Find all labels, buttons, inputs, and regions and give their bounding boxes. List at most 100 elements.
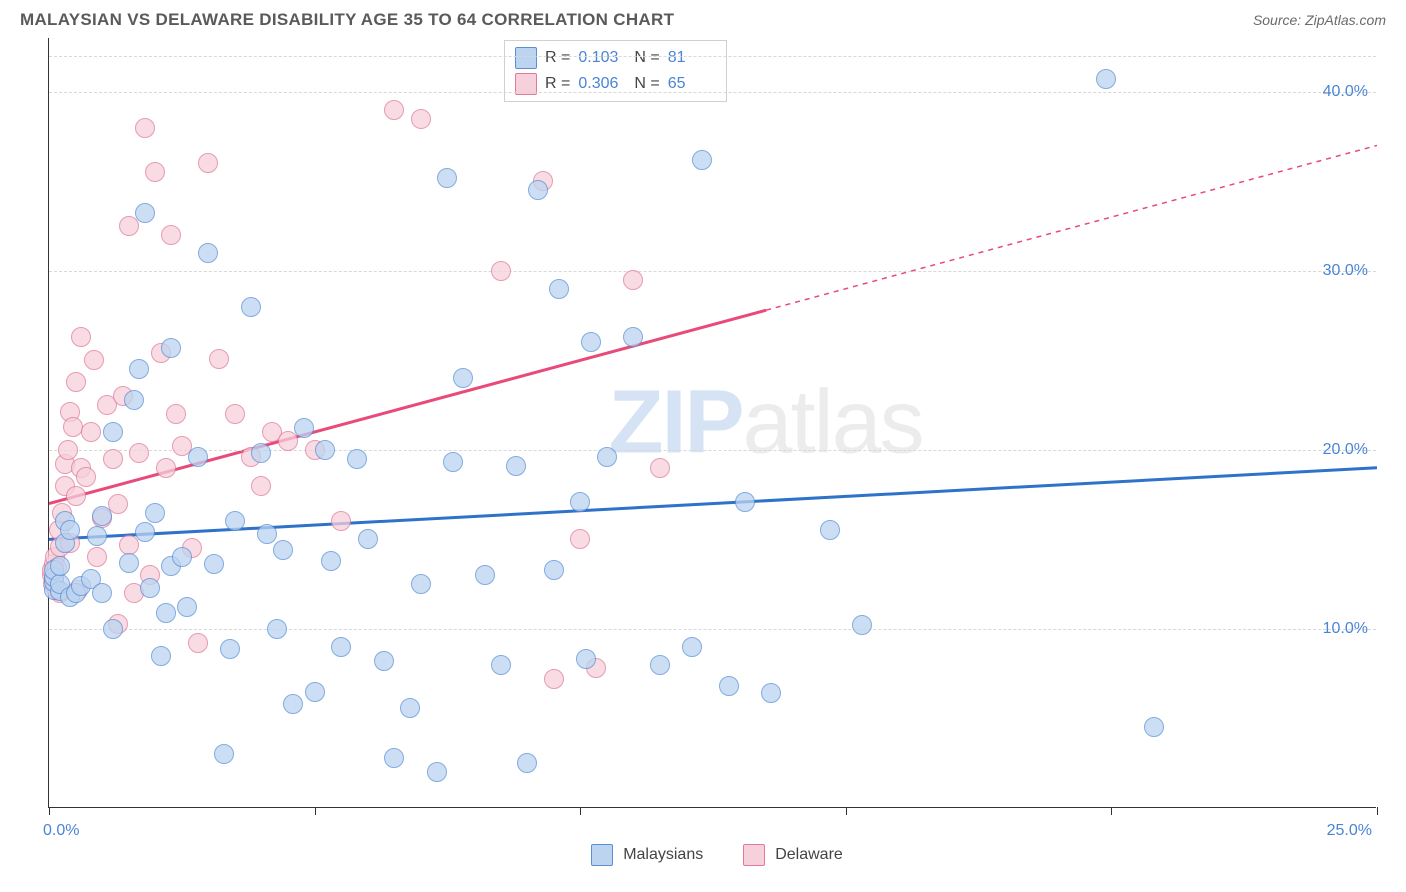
watermark-right: atlas	[743, 372, 923, 472]
y-tick-label: 20.0%	[1323, 441, 1368, 459]
scatter-point	[161, 338, 181, 358]
scatter-point	[177, 597, 197, 617]
scatter-point	[103, 422, 123, 442]
scatter-point	[151, 646, 171, 666]
legend-n-value: 65	[668, 75, 716, 93]
scatter-point	[135, 522, 155, 542]
x-tick	[49, 807, 50, 815]
legend-series-label: Delaware	[775, 846, 843, 864]
y-tick-label: 10.0%	[1323, 620, 1368, 638]
scatter-point	[251, 443, 271, 463]
scatter-point	[60, 520, 80, 540]
scatter-point	[1144, 717, 1164, 737]
scatter-point	[257, 524, 277, 544]
scatter-point	[528, 180, 548, 200]
legend-stats-row: R =0.103N =81	[515, 45, 716, 71]
scatter-point	[411, 109, 431, 129]
scatter-point	[87, 526, 107, 546]
scatter-point	[204, 554, 224, 574]
scatter-point	[188, 633, 208, 653]
scatter-point	[475, 565, 495, 585]
scatter-point	[103, 449, 123, 469]
scatter-point	[453, 368, 473, 388]
scatter-point	[156, 458, 176, 478]
gridline	[49, 56, 1376, 57]
scatter-point	[135, 203, 155, 223]
legend-n-label: N =	[634, 49, 659, 67]
scatter-point	[427, 762, 447, 782]
scatter-point	[374, 651, 394, 671]
scatter-point	[225, 404, 245, 424]
legend-r-value: 0.103	[578, 49, 626, 67]
legend-series: MalaysiansDelaware	[48, 808, 1386, 866]
scatter-point	[76, 467, 96, 487]
chart-title: MALAYSIAN VS DELAWARE DISABILITY AGE 35 …	[20, 10, 674, 30]
scatter-point	[761, 683, 781, 703]
scatter-point	[347, 449, 367, 469]
scatter-point	[735, 492, 755, 512]
scatter-point	[273, 540, 293, 560]
scatter-point	[58, 440, 78, 460]
scatter-point	[331, 637, 351, 657]
scatter-point	[50, 556, 70, 576]
scatter-point	[209, 349, 229, 369]
scatter-point	[241, 297, 261, 317]
scatter-point	[81, 422, 101, 442]
scatter-point	[491, 261, 511, 281]
scatter-point	[145, 162, 165, 182]
scatter-point	[198, 243, 218, 263]
scatter-point	[135, 118, 155, 138]
legend-n-label: N =	[634, 75, 659, 93]
scatter-point	[124, 390, 144, 410]
scatter-point	[71, 327, 91, 347]
scatter-point	[411, 574, 431, 594]
scatter-point	[570, 492, 590, 512]
plot-area: ZIPatlas R =0.103N =81R =0.306N =65 10.0…	[48, 38, 1376, 808]
scatter-point	[384, 100, 404, 120]
legend-swatch	[591, 844, 613, 866]
watermark-left: ZIP	[609, 372, 743, 472]
scatter-point	[166, 404, 186, 424]
x-tick	[846, 807, 847, 815]
x-tick	[315, 807, 316, 815]
scatter-point	[581, 332, 601, 352]
scatter-point	[1096, 69, 1116, 89]
scatter-point	[506, 456, 526, 476]
scatter-point	[650, 458, 670, 478]
scatter-point	[87, 547, 107, 567]
scatter-point	[84, 350, 104, 370]
scatter-point	[682, 637, 702, 657]
scatter-point	[283, 694, 303, 714]
scatter-point	[692, 150, 712, 170]
scatter-point	[63, 417, 83, 437]
legend-swatch	[743, 844, 765, 866]
scatter-point	[66, 486, 86, 506]
scatter-point	[108, 494, 128, 514]
trendlines-layer	[49, 38, 1377, 808]
scatter-point	[129, 359, 149, 379]
y-tick-label: 30.0%	[1323, 262, 1368, 280]
scatter-point	[161, 225, 181, 245]
scatter-point	[852, 615, 872, 635]
scatter-point	[129, 443, 149, 463]
scatter-point	[544, 560, 564, 580]
scatter-point	[66, 372, 86, 392]
scatter-point	[315, 440, 335, 460]
scatter-point	[443, 452, 463, 472]
y-tick-label: 40.0%	[1323, 83, 1368, 101]
scatter-point	[650, 655, 670, 675]
scatter-point	[437, 168, 457, 188]
chart-source: Source: ZipAtlas.com	[1253, 12, 1386, 28]
legend-stats-row: R =0.306N =65	[515, 71, 716, 97]
scatter-point	[549, 279, 569, 299]
gridline	[49, 271, 1376, 272]
scatter-point	[251, 476, 271, 496]
trendline	[49, 468, 1377, 540]
legend-r-label: R =	[545, 75, 570, 93]
scatter-point	[331, 511, 351, 531]
scatter-point	[358, 529, 378, 549]
scatter-point	[719, 676, 739, 696]
scatter-point	[225, 511, 245, 531]
gridline	[49, 92, 1376, 93]
trendline-extrapolated	[766, 145, 1377, 310]
